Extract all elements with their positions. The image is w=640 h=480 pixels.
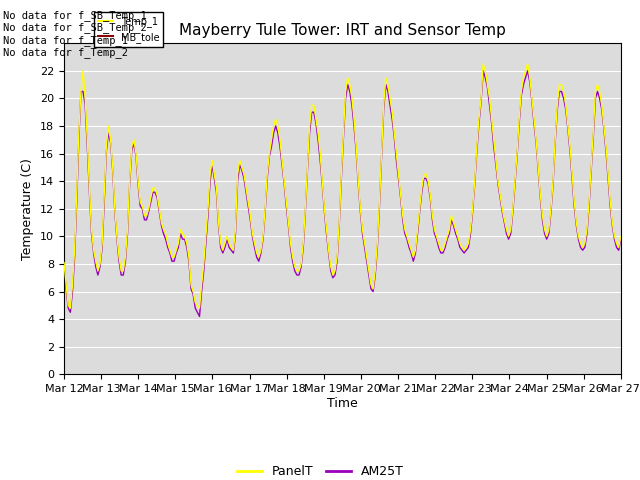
Y-axis label: Temperature (C): Temperature (C) (22, 158, 35, 260)
Legend: PanelT, AM25T: PanelT, AM25T (232, 460, 408, 480)
X-axis label: Time: Time (327, 397, 358, 410)
Title: Mayberry Tule Tower: IRT and Sensor Temp: Mayberry Tule Tower: IRT and Sensor Temp (179, 23, 506, 38)
Text: No data for f_SB_Temp_1
No data for f_SB_Temp_2
No data for f_Temp_1
No data for: No data for f_SB_Temp_1 No data for f_SB… (3, 10, 147, 58)
